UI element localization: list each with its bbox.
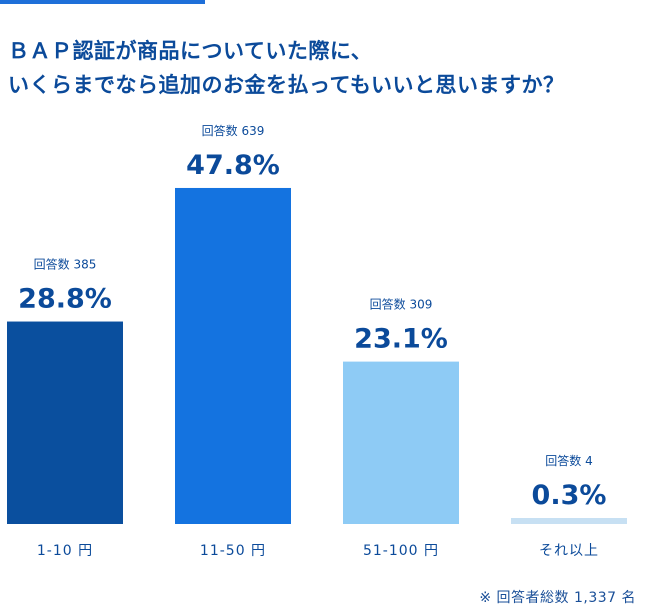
- count-label-2: 回答数 639: [202, 123, 265, 138]
- category-label-4: それ以上: [539, 543, 599, 559]
- category-label-1: 1-10 円: [37, 543, 93, 559]
- count-label-1: 回答数 385: [34, 257, 97, 272]
- percent-label-2: 47.8%: [186, 150, 280, 181]
- respondent-total-note: ※ 回答者総数 1,337 名: [479, 590, 636, 606]
- count-label-3: 回答数 309: [370, 297, 433, 312]
- percent-label-4: 0.3%: [532, 480, 607, 511]
- chart-title: ＢＡＰ認証が商品についていた際に、 いくらまでなら追加のお金を払ってもいいと思い…: [8, 34, 564, 102]
- bar-3: [343, 361, 459, 524]
- bar-2: [175, 187, 291, 524]
- top-accent-bar: [0, 0, 205, 4]
- percent-label-1: 28.8%: [18, 284, 112, 315]
- bar-1: [7, 321, 123, 524]
- percent-label-3: 23.1%: [354, 324, 448, 355]
- chart-title-line-1: ＢＡＰ認証が商品についていた際に、: [8, 39, 373, 63]
- count-label-4: 回答数 4: [545, 453, 592, 468]
- category-label-2: 11-50 円: [200, 543, 266, 559]
- category-label-3: 51-100 円: [363, 543, 439, 559]
- chart-title-line-2: いくらまでなら追加のお金を払ってもいいと思いますか？: [8, 73, 565, 97]
- bar-4: [511, 518, 627, 524]
